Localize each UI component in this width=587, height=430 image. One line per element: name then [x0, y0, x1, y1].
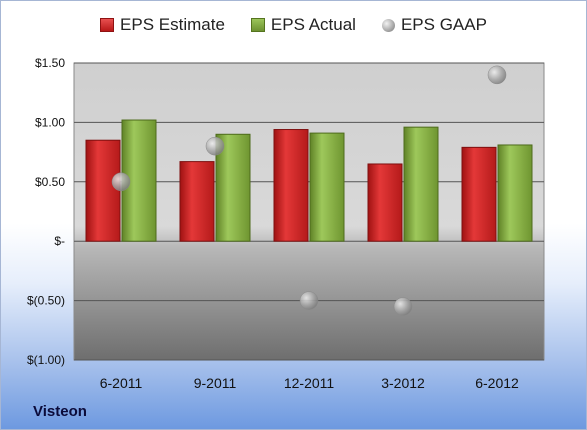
point-eps-gaap [393, 297, 413, 316]
y-tick-label: $(1.00) [27, 353, 65, 367]
bar-eps-estimate [461, 146, 497, 242]
bars [85, 119, 533, 242]
bar-eps-estimate [179, 161, 215, 242]
company-label: Visteon [33, 403, 87, 420]
point-eps-gaap [299, 291, 319, 310]
x-tick-label: 6-2012 [475, 375, 519, 391]
y-tick-label: $1.50 [35, 56, 65, 70]
legend-label-estimate: EPS Estimate [120, 15, 225, 34]
point-eps-gaap [487, 65, 507, 85]
legend-item-actual: EPS Actual [250, 15, 356, 35]
legend-swatch-actual [250, 18, 265, 32]
point-eps-gaap [205, 136, 225, 156]
x-tick-label: 9-2011 [194, 375, 237, 391]
y-tick-label: $0.50 [35, 175, 65, 189]
bar-eps-actual [309, 132, 345, 242]
bar-eps-actual [497, 144, 533, 242]
y-tick-label: $(0.50) [27, 294, 65, 308]
legend-label-actual: EPS Actual [270, 15, 356, 34]
y-tick-label: $1.00 [35, 115, 65, 129]
legend-swatch-gaap [381, 18, 395, 32]
gaap-points [111, 65, 507, 316]
legend: EPS Estimate EPS Actual EPS GAAP [1, 15, 586, 35]
legend-item-estimate: EPS Estimate [100, 15, 225, 35]
bar-eps-estimate [273, 129, 309, 242]
bar-eps-actual [403, 126, 439, 242]
legend-item-gaap: EPS GAAP [381, 15, 487, 35]
legend-label-gaap: EPS GAAP [400, 15, 487, 34]
x-tick-label: 3-2012 [381, 375, 425, 391]
bar-eps-estimate [367, 163, 403, 242]
x-tick-label: 12-2011 [284, 375, 335, 391]
legend-swatch-estimate [100, 18, 115, 32]
bar-eps-estimate [85, 139, 121, 242]
x-tick-labels: 6-2011 9-2011 12-2011 3-2012 6-2012 [100, 375, 519, 391]
x-tick-label: 6-2011 [100, 375, 143, 391]
y-tick-label: $- [54, 234, 65, 248]
point-eps-gaap [111, 172, 131, 192]
y-tick-labels: $1.50 $1.00 $0.50 $- $(0.50) $(1.00) [27, 56, 65, 367]
